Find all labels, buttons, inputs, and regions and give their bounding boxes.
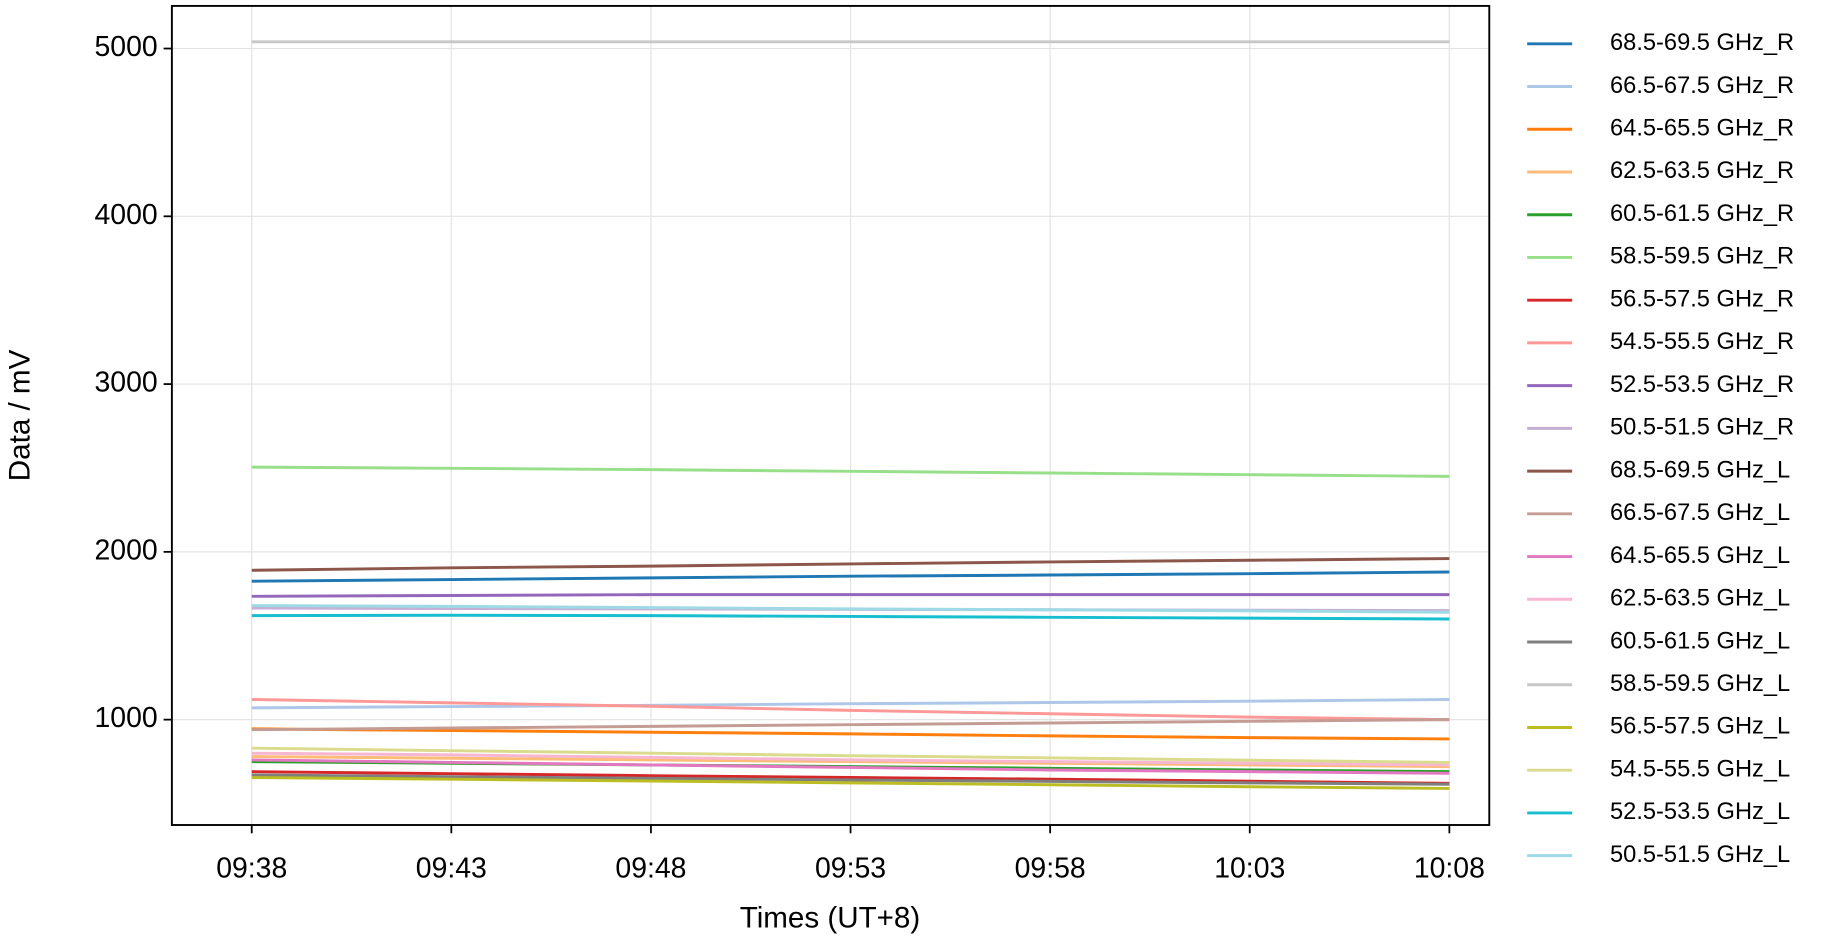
legend-label: 62.5-63.5 GHz_L bbox=[1610, 586, 1790, 612]
series-line bbox=[251, 593, 1450, 598]
x-tick-label: 09:58 bbox=[1015, 852, 1086, 884]
legend-label: 58.5-59.5 GHz_L bbox=[1610, 671, 1790, 697]
legend-label: 54.5-55.5 GHz_R bbox=[1610, 329, 1794, 355]
series-line bbox=[251, 613, 1450, 621]
x-tick-label: 09:53 bbox=[815, 852, 886, 884]
legend-label: 52.5-53.5 GHz_L bbox=[1610, 799, 1790, 825]
x-tick-label: 10:08 bbox=[1414, 852, 1485, 884]
series-line bbox=[251, 751, 1450, 767]
series-line bbox=[251, 770, 1450, 785]
legend-label: 62.5-63.5 GHz_R bbox=[1610, 158, 1794, 184]
legend-label: 54.5-55.5 GHz_L bbox=[1610, 756, 1790, 782]
legend-label: 56.5-57.5 GHz_L bbox=[1610, 714, 1790, 740]
series-line bbox=[251, 604, 1450, 614]
legend-label: 68.5-69.5 GHz_R bbox=[1610, 30, 1794, 56]
series-line bbox=[251, 698, 1450, 722]
series-line bbox=[251, 746, 1450, 764]
x-axis-label: Times (UT+8) bbox=[740, 902, 921, 935]
x-tick-label: 10:03 bbox=[1214, 852, 1285, 884]
y-tick-label: 5000 bbox=[95, 31, 158, 63]
legend-label: 64.5-65.5 GHz_L bbox=[1610, 543, 1790, 569]
legend-label: 68.5-69.5 GHz_L bbox=[1610, 457, 1790, 483]
series-line bbox=[251, 698, 1450, 710]
y-axis-label: Data / mV bbox=[3, 349, 36, 481]
legend-label: 52.5-53.5 GHz_R bbox=[1610, 372, 1794, 398]
plot-area bbox=[251, 40, 1450, 790]
grid bbox=[171, 5, 1490, 826]
series-line bbox=[251, 758, 1450, 775]
y-tick-label: 2000 bbox=[95, 534, 158, 566]
series-line bbox=[251, 557, 1450, 572]
legend: 68.5-69.5 GHz_R 66.5-67.5 GHz_R 64.5-65.5 … bbox=[1527, 30, 1794, 868]
series-line bbox=[251, 773, 1450, 786]
legend-label: 66.5-67.5 GHz_R bbox=[1610, 73, 1794, 99]
x-tick-label: 09:48 bbox=[615, 852, 686, 884]
series-line bbox=[251, 755, 1450, 769]
series-line bbox=[251, 776, 1450, 790]
legend-label: 60.5-61.5 GHz_R bbox=[1610, 201, 1794, 227]
y-tick-label: 3000 bbox=[95, 367, 158, 399]
plot-frame bbox=[170, 4, 1491, 826]
series-line bbox=[251, 718, 1450, 732]
legend-label: 50.5-51.5 GHz_R bbox=[1610, 415, 1794, 441]
x-tick-label: 09:43 bbox=[416, 852, 487, 884]
series-line bbox=[251, 727, 1450, 741]
x-tick-label: 09:38 bbox=[216, 852, 287, 884]
y-tick-label: 4000 bbox=[95, 199, 158, 231]
legend-label: 58.5-59.5 GHz_R bbox=[1610, 244, 1794, 270]
legend-label: 56.5-57.5 GHz_R bbox=[1610, 286, 1794, 312]
legend-label: 50.5-51.5 GHz_L bbox=[1610, 842, 1790, 868]
series-line bbox=[251, 570, 1450, 583]
y-tick-label: 1000 bbox=[95, 702, 158, 734]
legend-label: 64.5-65.5 GHz_R bbox=[1610, 116, 1794, 142]
series-line bbox=[251, 465, 1450, 478]
legend-label: 60.5-61.5 GHz_L bbox=[1610, 628, 1790, 654]
legend-label: 66.5-67.5 GHz_L bbox=[1610, 500, 1790, 526]
